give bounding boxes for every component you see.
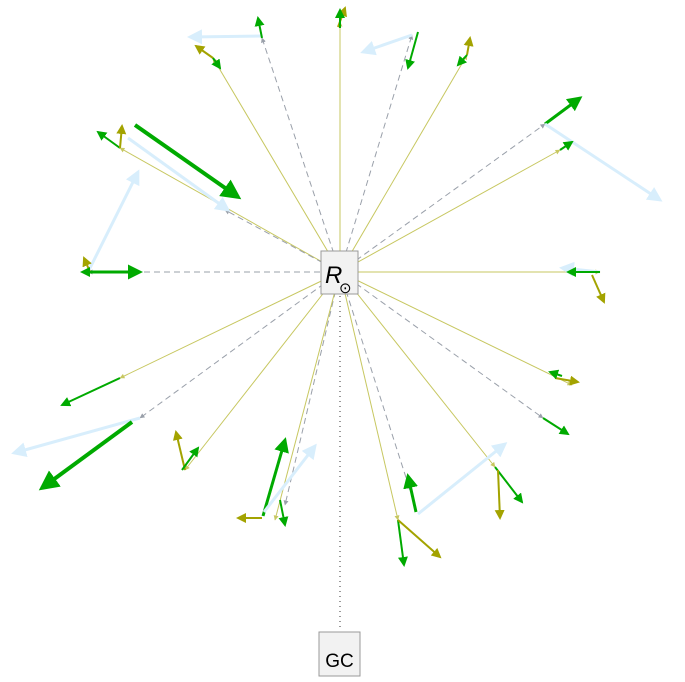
force-vector-3	[187, 29, 263, 45]
spoke-line-6	[339, 123, 546, 273]
force-vector-29	[181, 446, 200, 471]
force-vector-28	[172, 430, 186, 471]
spoke-line-5	[339, 54, 468, 273]
spoke-line-4	[339, 34, 414, 273]
force-vector-5	[194, 44, 214, 59]
center-node-marker: ⊙	[339, 280, 352, 297]
force-vector-31	[262, 443, 317, 513]
force-vector-13	[559, 140, 574, 151]
gc-node-label: GC	[325, 651, 354, 672]
spokes-group	[87, 21, 601, 521]
spoke-line-7	[339, 149, 561, 273]
force-vector-27	[38, 420, 134, 491]
force-vector-18	[86, 169, 140, 273]
spoke-line-21	[339, 271, 573, 386]
force-vector-8	[405, 31, 419, 70]
spoke-line-3	[212, 57, 341, 273]
spoke-line-16	[273, 271, 341, 521]
force-vector-38	[494, 466, 524, 504]
center-node-label: R	[325, 262, 342, 289]
force-vector-15	[96, 130, 121, 149]
force-vector-20	[82, 256, 92, 273]
force-vector-42	[548, 369, 563, 380]
gc-node[interactable]: GC	[318, 631, 361, 677]
force-vector-35	[397, 519, 442, 559]
center-node-box	[320, 250, 359, 295]
force-vector-17	[127, 136, 231, 212]
spoke-line-2	[261, 37, 341, 273]
force-vector-34	[397, 519, 408, 567]
force-vector-12	[544, 122, 663, 202]
spoke-line-8	[119, 147, 341, 273]
spoke-line-13	[139, 271, 341, 419]
force-vector-40	[542, 417, 570, 436]
force-vector-14	[133, 123, 242, 200]
force-vector-24	[591, 274, 606, 304]
force-vector-32	[278, 499, 289, 527]
force-vector-41	[554, 375, 580, 386]
force-vector-26	[11, 416, 141, 458]
spoke-line-18	[339, 271, 412, 491]
force-vector-36	[417, 442, 508, 516]
force-vector-6	[211, 57, 222, 70]
force-vector-7	[360, 33, 413, 56]
force-vector-11	[544, 96, 583, 126]
spoke-line-20	[339, 271, 544, 419]
force-vector-37	[403, 473, 418, 513]
gc-node-box	[318, 631, 361, 677]
spoke-line-17	[339, 271, 400, 521]
force-vector-30	[261, 437, 289, 517]
force-vector-16	[116, 124, 127, 149]
center-node[interactable]: R ⊙	[320, 250, 359, 297]
spoke-line-12	[119, 271, 341, 379]
force-vector-39	[494, 469, 505, 520]
spoke-line-14	[184, 271, 341, 471]
spoke-line-19	[339, 271, 496, 468]
vectors-group	[11, 6, 663, 567]
force-vector-10	[456, 54, 468, 67]
force-vector-9	[463, 36, 474, 56]
force-vector-4	[254, 16, 265, 39]
force-vector-25	[60, 377, 121, 407]
